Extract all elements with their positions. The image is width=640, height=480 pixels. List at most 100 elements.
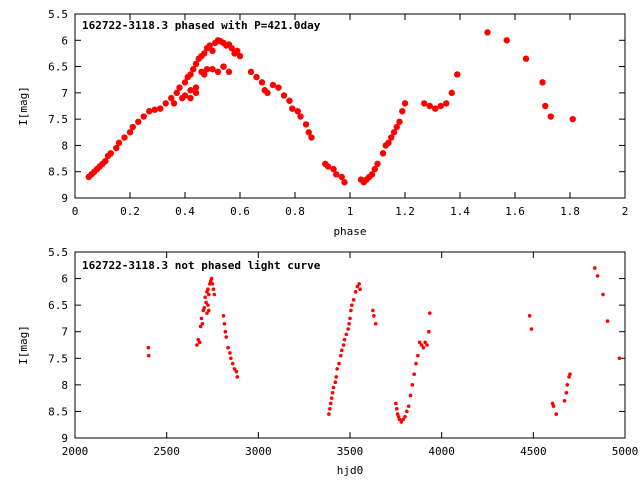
data-point (542, 102, 549, 110)
data-point (157, 105, 164, 112)
data-point (305, 129, 312, 136)
data-point (115, 139, 123, 146)
data-point (425, 343, 429, 347)
data-point (330, 165, 337, 173)
data-point (168, 94, 175, 102)
data-point (234, 47, 241, 54)
data-point (368, 171, 376, 178)
x-tick-label: 2000 (62, 445, 89, 458)
data-point (397, 417, 402, 422)
data-point (522, 55, 530, 62)
data-point (202, 306, 207, 310)
data-point (421, 345, 426, 350)
data-point (342, 337, 347, 342)
data-point (547, 113, 554, 120)
axis-ticks: 0 0.2 0.4 0.6 0.8 1 1.2 1.4 1.6 1.8 2 5.5 6 6.5 7 7.5 8 8… (48, 8, 628, 218)
data-point (192, 60, 200, 68)
data-point (390, 129, 398, 136)
data-point (302, 121, 310, 128)
y-tick-label: 8 (61, 139, 68, 152)
x-tick-label: 1.4 (450, 205, 470, 218)
data-point (443, 100, 450, 107)
data-point (339, 348, 344, 353)
y-tick-label: 7 (61, 87, 68, 100)
x-tick-label: 0.4 (175, 205, 195, 218)
y-axis-label: I[mag] (17, 325, 30, 365)
data-point (206, 42, 213, 49)
x-tick-label: 1.2 (395, 205, 415, 218)
data-point (341, 343, 346, 347)
data-point (206, 303, 210, 307)
data-point (247, 68, 255, 76)
data-point (187, 94, 194, 102)
data-point (373, 321, 378, 326)
x-tick-label: 0 (72, 205, 79, 218)
data-point (228, 351, 232, 355)
data-point (401, 100, 409, 107)
data-point (358, 287, 362, 292)
data-point (564, 391, 569, 395)
data-point (403, 414, 407, 419)
data-point (197, 340, 202, 345)
y-tick-label: 7 (61, 326, 68, 339)
data-point (328, 401, 333, 406)
data-point (199, 316, 204, 321)
data-point (371, 308, 375, 313)
data-point (190, 66, 197, 73)
data-point (200, 321, 205, 326)
data-point (539, 79, 546, 86)
data-point (221, 313, 226, 318)
data-point (529, 327, 534, 331)
data-point (349, 308, 353, 313)
data-point (419, 343, 424, 347)
y-tick-label: 6.5 (48, 61, 68, 74)
data-point (324, 163, 332, 170)
data-point (192, 84, 200, 91)
data-point (372, 313, 376, 318)
y-tick-label: 8.5 (48, 405, 68, 418)
data-point (410, 383, 415, 387)
data-point (568, 372, 572, 377)
data-point (595, 274, 600, 278)
data-point (223, 329, 228, 334)
data-point (346, 327, 350, 331)
data-point (394, 406, 399, 411)
data-point (264, 89, 271, 97)
data-point (140, 113, 147, 120)
unphased-light-curve-panel: 2000 2500 3000 3500 4000 4500 5000 5.5 6 6.5 7 7.5 8… (17, 246, 638, 477)
data-point (414, 361, 418, 366)
data-point (329, 396, 334, 400)
x-tick-label: 0.2 (120, 205, 140, 218)
data-point (229, 356, 233, 361)
data-point (339, 353, 343, 358)
x-tick-label: 0.8 (285, 205, 305, 218)
data-point (201, 71, 208, 78)
data-point (209, 276, 214, 281)
data-point (355, 284, 360, 289)
data-point (396, 118, 403, 125)
data-point (426, 102, 433, 110)
data-point (162, 100, 169, 107)
data-point (201, 50, 208, 57)
data-point (176, 84, 183, 91)
data-point (423, 340, 427, 345)
data-point (350, 303, 354, 307)
data-point (333, 171, 340, 178)
y-axis-label: I[mag] (17, 86, 30, 126)
x-tick-label: 1.6 (505, 205, 525, 218)
data-point (408, 393, 413, 398)
y-tick-label: 5.5 (48, 246, 68, 259)
data-point (385, 139, 392, 146)
data-point (412, 372, 416, 377)
data-point (605, 319, 610, 323)
y-tick-label: 8.5 (48, 166, 68, 179)
data-point (280, 92, 288, 99)
x-tick-label: 5000 (612, 445, 639, 458)
data-point (173, 89, 180, 97)
x-tick-label: 2500 (153, 445, 180, 458)
data-point (187, 71, 194, 78)
data-point (230, 361, 235, 366)
data-point (371, 165, 378, 173)
data-point (351, 298, 356, 302)
y-tick-label: 8 (61, 379, 68, 392)
